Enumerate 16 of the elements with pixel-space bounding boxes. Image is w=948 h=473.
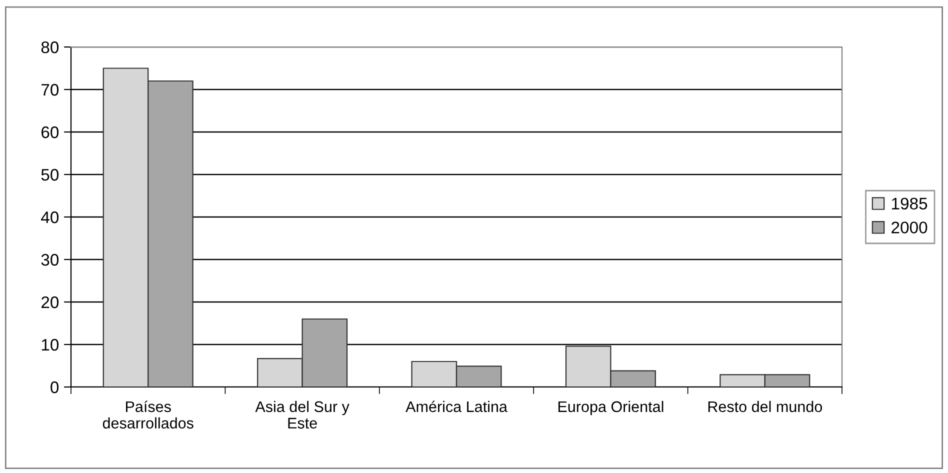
y-tick-label: 10: [42, 338, 59, 351]
y-tick-label: 50: [41, 168, 59, 181]
y-tick-label: 40: [41, 211, 59, 224]
y-tick-label: 0: [50, 381, 59, 394]
x-tick-label: Países desarrollados: [102, 400, 194, 429]
y-tick-label: 70: [42, 84, 59, 96]
y-tick-label: 30: [41, 254, 59, 266]
x-tick-label: América Latina: [406, 400, 508, 412]
legend-label: 2000: [892, 222, 928, 234]
y-tick-label: 20: [41, 296, 59, 308]
x-tick-label: Resto del mundo: [708, 400, 822, 412]
x-tick-label: Asia del Sur y Este: [255, 400, 350, 429]
legend-label: 1985: [892, 198, 928, 210]
x-tick-label: Europa Oriental: [558, 400, 664, 416]
y-tick-label: 60: [42, 126, 59, 138]
y-tick-label: 80: [41, 41, 59, 54]
